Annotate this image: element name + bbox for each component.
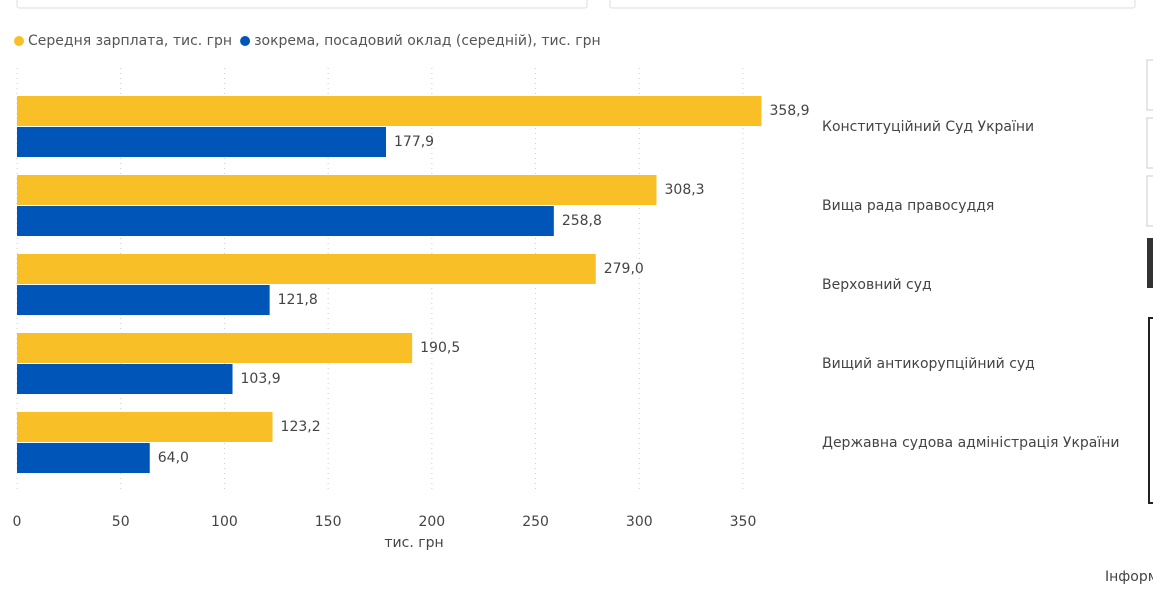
value-label: 279,0: [604, 261, 644, 277]
legend-label: Середня зарплата, тис. грн: [28, 33, 232, 49]
legend-label: зокрема, посадовий оклад (середній), тис…: [254, 33, 601, 49]
bar: [17, 285, 270, 315]
category-label: Вища рада правосуддя: [822, 198, 994, 214]
value-label: 190,5: [420, 340, 460, 356]
legend-marker: [14, 36, 24, 46]
bar: [17, 412, 273, 442]
x-tick-label: 250: [522, 514, 549, 530]
bar: [17, 333, 413, 363]
side-panel: [1146, 175, 1153, 227]
value-label: 121,8: [278, 292, 318, 308]
x-tick-label: 0: [13, 514, 22, 530]
side-panel: [1148, 317, 1153, 504]
legend-marker: [240, 36, 251, 46]
bar: [17, 96, 762, 126]
x-tick-label: 350: [730, 514, 757, 530]
bar: [17, 127, 387, 157]
x-tick-label: 100: [211, 514, 238, 530]
side-panel: [1146, 117, 1153, 169]
side-panel: [1146, 59, 1153, 111]
footer-text: Інформ: [1105, 569, 1153, 585]
x-tick-label: 50: [112, 514, 130, 530]
filter-box[interactable]: [16, 0, 588, 9]
bar: [17, 254, 596, 284]
x-tick-label: 200: [418, 514, 445, 530]
category-label: Вищий антикорупційний суд: [822, 356, 1035, 372]
value-label: 64,0: [158, 450, 189, 466]
bar: [17, 443, 150, 473]
value-label: 177,9: [394, 134, 434, 150]
value-label: 258,8: [562, 213, 602, 229]
value-label: 123,2: [281, 419, 321, 435]
filter-box[interactable]: [609, 0, 1136, 9]
x-axis-title: тис. грн: [384, 535, 443, 551]
category-label: Верховний суд: [822, 277, 932, 293]
value-label: 358,9: [769, 103, 809, 119]
bar: [17, 206, 554, 236]
value-label: 103,9: [241, 371, 281, 387]
x-tick-label: 150: [315, 514, 342, 530]
bar: [17, 364, 233, 394]
bar: [17, 175, 657, 205]
category-label: Державна судова адміністрація України: [822, 435, 1120, 451]
category-label: Конституційний Суд України: [822, 119, 1034, 135]
side-panel: [1147, 238, 1153, 288]
value-label: 308,3: [665, 182, 705, 198]
x-tick-label: 300: [626, 514, 653, 530]
